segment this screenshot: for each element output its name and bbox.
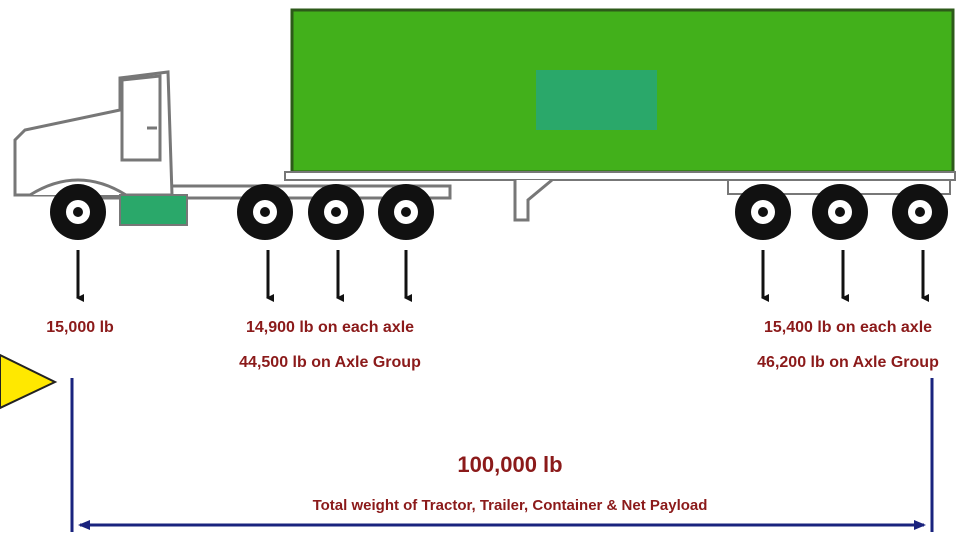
- wheel-part: [260, 207, 270, 217]
- diagram: 15,000 lb 14,900 lb on each axle 44,500 …: [0, 0, 977, 534]
- pointer: [0, 355, 55, 408]
- wheel-part: [758, 207, 768, 217]
- total-description: Total weight of Tractor, Trailer, Contai…: [313, 497, 708, 514]
- fuel-tank: [120, 195, 187, 225]
- page: {"labels": { "steer": {"weight": "15,000…: [0, 0, 977, 534]
- wheel-part: [835, 207, 845, 217]
- drive-per-axle: 14,900 lb on each axle: [246, 319, 414, 336]
- wheel-part: [331, 207, 341, 217]
- trailer-per-axle: 15,400 lb on each axle: [764, 319, 932, 336]
- drive-group: 44,500 lb on Axle Group: [239, 354, 421, 371]
- wheel-part: [401, 207, 411, 217]
- load-arrows: [78, 250, 923, 298]
- steer-weight: 15,000 lb: [46, 319, 114, 336]
- wheel-part: [73, 207, 83, 217]
- total-weight: 100,000 lb: [457, 452, 562, 477]
- trailer-group: 46,200 lb on Axle Group: [757, 354, 939, 371]
- wheel-part: [915, 207, 925, 217]
